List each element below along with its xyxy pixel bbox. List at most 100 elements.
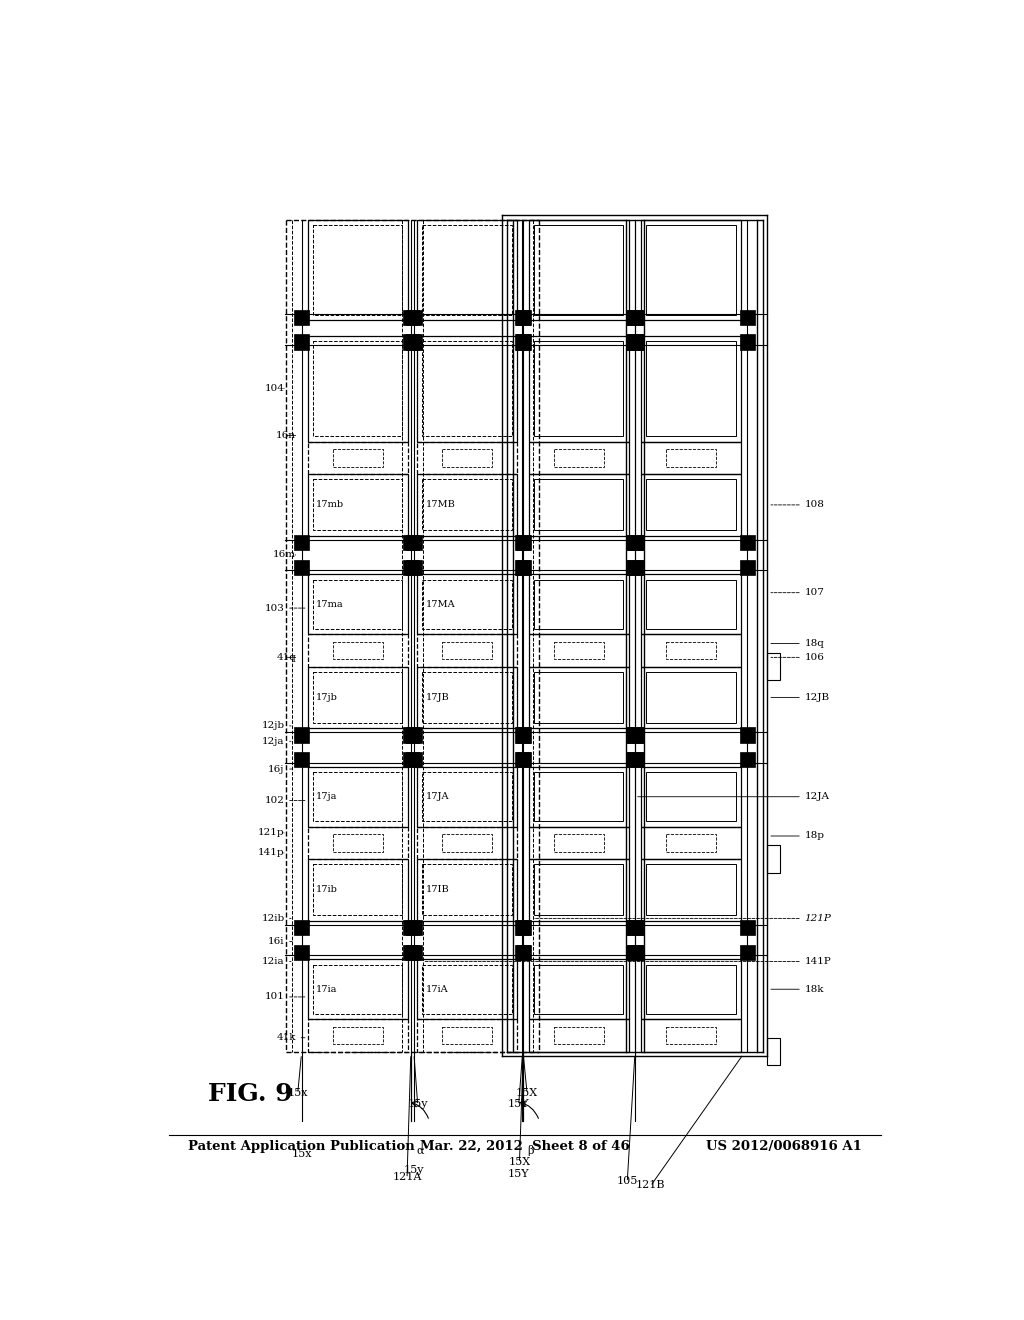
Text: β: β [527, 1144, 534, 1155]
Bar [307, 220, 408, 321]
Text: 17ma: 17ma [316, 599, 344, 609]
Bar [628, 920, 643, 936]
Text: 17JB: 17JB [425, 693, 450, 702]
Text: 17ia: 17ia [316, 985, 338, 994]
Text: 12ja: 12ja [262, 737, 285, 746]
Text: 17iA: 17iA [425, 985, 449, 994]
Bar [528, 960, 629, 1019]
Bar [417, 574, 517, 635]
Bar [307, 826, 408, 859]
Text: 18q: 18q [804, 639, 824, 648]
Bar [442, 449, 493, 467]
Bar [407, 727, 422, 743]
Text: 121P: 121P [804, 913, 831, 923]
Bar [739, 310, 755, 325]
Text: 121A: 121A [392, 1172, 422, 1183]
Bar [422, 672, 512, 723]
Bar [417, 1019, 517, 1052]
Bar [739, 945, 755, 960]
Bar [515, 727, 531, 743]
Text: 16i: 16i [268, 937, 285, 946]
Bar [628, 334, 643, 350]
Text: 102: 102 [264, 796, 285, 805]
Bar [313, 226, 402, 314]
Bar [307, 1019, 408, 1052]
Text: 12ib: 12ib [261, 913, 285, 923]
Text: 15X: 15X [516, 1088, 539, 1098]
Bar [417, 220, 517, 321]
Bar [422, 772, 512, 821]
Text: 17mb: 17mb [316, 500, 344, 510]
Bar [407, 945, 422, 960]
Bar [515, 334, 530, 350]
Bar [313, 672, 402, 723]
Text: 141P: 141P [804, 957, 831, 966]
Bar [739, 920, 755, 936]
Text: 15x: 15x [288, 1088, 308, 1098]
Bar [628, 945, 643, 960]
Bar [407, 310, 422, 325]
Bar [333, 642, 383, 659]
Bar [407, 920, 422, 936]
Bar [417, 767, 517, 826]
Bar [641, 335, 741, 442]
Bar [628, 310, 643, 325]
Bar [417, 474, 517, 536]
Bar [666, 834, 716, 851]
Bar [628, 560, 643, 576]
Text: 15x: 15x [291, 1150, 311, 1159]
Bar [422, 479, 512, 531]
Text: FIG. 9: FIG. 9 [208, 1082, 292, 1106]
Text: 108: 108 [804, 500, 824, 510]
Bar [515, 334, 531, 350]
Bar [417, 826, 517, 859]
Bar [407, 752, 422, 767]
Text: 17ib: 17ib [316, 886, 338, 895]
Bar [313, 965, 402, 1014]
Bar [641, 1019, 741, 1052]
Bar [313, 341, 402, 437]
Bar [407, 334, 422, 350]
Bar [515, 310, 531, 325]
Bar [307, 574, 408, 635]
Bar [528, 635, 629, 667]
Bar [528, 826, 629, 859]
Bar [442, 642, 493, 659]
Text: 17JA: 17JA [425, 792, 449, 801]
Bar [528, 220, 629, 321]
Bar [515, 560, 531, 576]
Bar [294, 752, 309, 767]
Text: Mar. 22, 2012  Sheet 8 of 46: Mar. 22, 2012 Sheet 8 of 46 [420, 1139, 630, 1152]
Bar [641, 667, 741, 729]
Text: 15y: 15y [403, 1164, 424, 1175]
Bar [628, 334, 643, 350]
Bar [294, 560, 309, 576]
Bar [535, 672, 624, 723]
Bar [554, 642, 604, 659]
Bar [417, 667, 517, 729]
Bar [535, 772, 624, 821]
Bar [535, 965, 624, 1014]
Bar [313, 479, 402, 531]
Bar [666, 642, 716, 659]
Bar [417, 960, 517, 1019]
Bar [515, 310, 530, 325]
Bar [515, 945, 531, 960]
Bar [628, 752, 643, 767]
Bar [403, 920, 419, 936]
Bar [646, 672, 736, 723]
Bar [628, 535, 643, 550]
Bar [403, 945, 419, 960]
Bar [767, 845, 779, 873]
Bar [535, 226, 624, 314]
Bar [767, 653, 779, 681]
Bar [403, 560, 419, 576]
Bar [646, 479, 736, 531]
Text: 18p: 18p [804, 832, 824, 841]
Bar [628, 727, 643, 743]
Bar [422, 865, 512, 915]
Bar [422, 341, 512, 437]
Bar [641, 635, 741, 667]
Text: 17ja: 17ja [316, 792, 338, 801]
Bar [666, 1027, 716, 1044]
